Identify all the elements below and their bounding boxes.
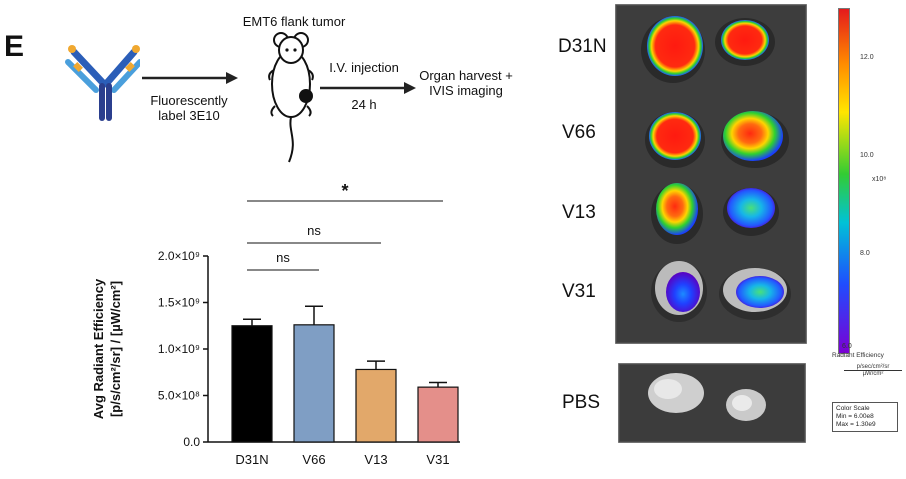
antibody-icon bbox=[65, 45, 140, 121]
color-scale-min: Min = 6.00e8 bbox=[836, 413, 874, 420]
y-axis-label-line2: [p/s/cm²/sr] / [µW/cm²] bbox=[108, 281, 123, 417]
bar-v66 bbox=[293, 324, 335, 443]
colorbar-unit-denominator: µW/cm² bbox=[862, 371, 884, 377]
outcome-line1: Organ harvest + bbox=[419, 68, 513, 83]
colorbar-tick-10: 10.0 bbox=[860, 152, 874, 159]
row-label-pbs: PBS bbox=[562, 392, 601, 413]
row-label-d31n: D31N bbox=[558, 36, 607, 57]
y-tick-label: 1.0×10⁹ bbox=[158, 342, 200, 356]
colorbar-tick-12: 12.0 bbox=[860, 54, 874, 61]
y-axis-label-line1: Avg Radiant Efficiency bbox=[91, 278, 106, 419]
y-tick-label: 0.0 bbox=[183, 435, 200, 449]
color-scale-title: Color Scale bbox=[836, 405, 870, 412]
color-scale-max: Max = 1.30e9 bbox=[836, 421, 876, 428]
significance-label-1: ns bbox=[276, 250, 290, 265]
colorbar-tick-8: 8.0 bbox=[860, 250, 870, 257]
x-tick-label-d31n: D31N bbox=[235, 452, 268, 467]
x-tick-label-v66: V66 bbox=[302, 452, 325, 467]
color-scale-box: Color Scale Min = 6.00e8 Max = 1.30e9 bbox=[832, 402, 898, 432]
row-label-v13: V13 bbox=[562, 202, 596, 223]
outcome-caption: Organ harvest + IVIS imaging bbox=[406, 68, 526, 98]
mouse-icon bbox=[268, 32, 314, 163]
antibody-caption-line2: label 3E10 bbox=[158, 108, 220, 123]
significance-label-2: ns bbox=[307, 223, 321, 238]
arrow-2 bbox=[320, 82, 416, 94]
bar-d31n bbox=[231, 325, 273, 443]
y-tick-label: 2.0×10⁹ bbox=[158, 249, 200, 263]
injection-label: I.V. injection bbox=[329, 60, 399, 75]
antibody-caption: Fluorescently label 3E10 bbox=[134, 93, 244, 123]
colorbar-unit-numerator: p/sec/cm²/sr bbox=[844, 364, 902, 371]
ivis-image-main bbox=[615, 4, 807, 344]
colorbar bbox=[838, 8, 850, 354]
arrow-1 bbox=[142, 72, 238, 84]
row-label-v66: V66 bbox=[562, 122, 596, 143]
y-tick-label: 5.0×10⁸ bbox=[158, 389, 200, 403]
y-tick-label: 1.5×10⁹ bbox=[158, 296, 200, 310]
outcome-line2: IVIS imaging bbox=[429, 83, 503, 98]
significance-label-3: * bbox=[341, 181, 348, 201]
x-tick-label-v13: V13 bbox=[364, 452, 387, 467]
colorbar-tick-6: 6.0 bbox=[842, 343, 852, 350]
antibody-caption-line1: Fluorescently bbox=[150, 93, 228, 108]
mouse-title: EMT6 flank tumor bbox=[242, 14, 346, 29]
x-tick-label-v31: V31 bbox=[426, 452, 449, 467]
row-label-v31: V31 bbox=[562, 281, 596, 302]
bar-chart: 0.0 5.0×10⁸ 1.0×10⁹ 1.5×10⁹ 2.0×10⁹ Avg Radia… bbox=[91, 181, 460, 467]
colorbar-title: Radiant Efficiency bbox=[832, 352, 884, 359]
ivis-image-pbs bbox=[618, 363, 806, 443]
colorbar-multiplier: x10⁸ bbox=[872, 176, 887, 183]
panel-label: E bbox=[4, 30, 25, 63]
time-label: 24 h bbox=[351, 97, 377, 112]
bar-v31 bbox=[417, 386, 459, 443]
bar-v13 bbox=[355, 368, 397, 443]
colorbar-unit: p/sec/cm²/sr µW/cm² bbox=[844, 364, 902, 377]
